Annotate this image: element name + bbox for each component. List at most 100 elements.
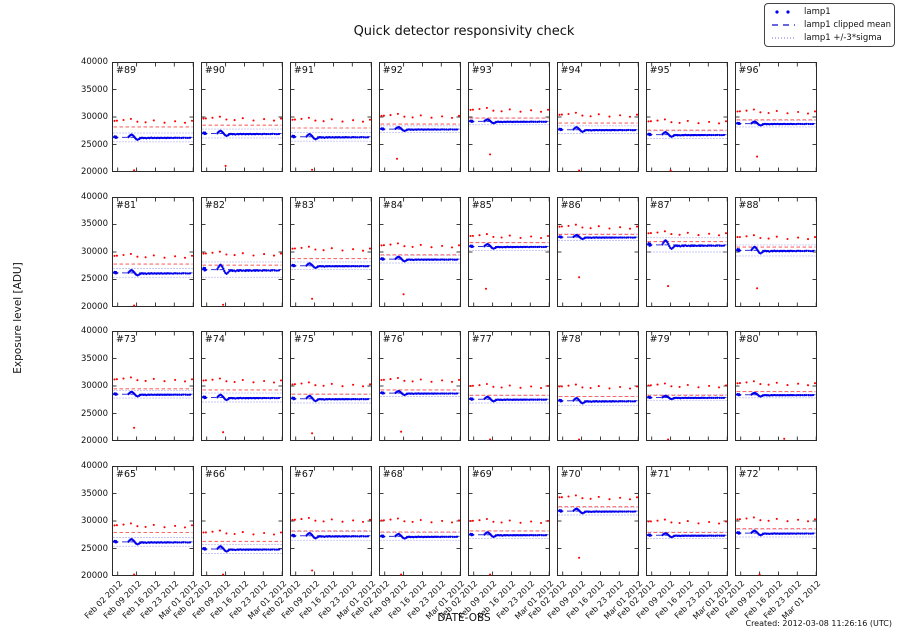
subplot-label: #88 xyxy=(738,199,759,211)
subplot-label: #66 xyxy=(204,469,225,480)
subplot-canvas xyxy=(289,196,372,308)
subplot-96: #96 xyxy=(734,61,817,173)
legend-label: lamp1 clipped mean xyxy=(804,20,891,30)
subplot-68: #68 xyxy=(378,465,461,577)
subplot-label: #78 xyxy=(560,334,581,346)
subplot-canvas xyxy=(645,465,728,577)
legend-label: lamp1 +/-3*sigma xyxy=(804,33,882,43)
y-tick-label: 35000 xyxy=(80,353,108,364)
legend-item-sigma: lamp1 +/-3*sigma xyxy=(769,32,890,44)
subplot-canvas xyxy=(289,330,372,442)
subplot-canvas xyxy=(112,465,194,577)
subplot-canvas xyxy=(289,465,372,577)
subplot-canvas xyxy=(200,465,283,577)
subplot-label: #72 xyxy=(738,469,759,480)
subplot-77: #77 xyxy=(467,330,550,442)
dots-marker-icon xyxy=(775,10,790,14)
subplot-label: #89 xyxy=(116,65,137,76)
subplot-label: #71 xyxy=(649,469,670,480)
y-tick-label: 20000 xyxy=(80,167,108,177)
subplot-label: #91 xyxy=(293,65,314,76)
y-tick-label: 30000 xyxy=(80,516,108,526)
legend-item-clipped-mean: lamp1 clipped mean xyxy=(769,19,891,31)
subplot-canvas xyxy=(645,196,728,308)
subplot-65: #65 xyxy=(112,465,194,577)
subplot-92: #92 xyxy=(378,61,461,173)
subplot-label: #96 xyxy=(738,65,759,76)
subplot-label: #70 xyxy=(560,469,581,480)
subplot-canvas xyxy=(467,196,550,308)
subplot-label: #76 xyxy=(382,334,403,346)
subplot-label: #84 xyxy=(382,199,403,211)
subplot-79: #79 xyxy=(645,330,728,442)
subplot-canvas xyxy=(112,196,194,308)
subplot-80: #80 xyxy=(734,330,817,442)
y-tick-label: 40000 xyxy=(80,57,108,67)
y-tick-label: 30000 xyxy=(80,112,108,122)
subplot-label: #73 xyxy=(116,334,137,346)
subplot-canvas xyxy=(378,465,461,577)
subplot-canvas xyxy=(556,465,639,577)
subplot-label: #85 xyxy=(471,199,492,211)
subplot-83: #83 xyxy=(289,196,372,308)
subplot-label: #67 xyxy=(293,469,314,480)
subplot-canvas xyxy=(378,196,461,308)
y-tick-label: 20000 xyxy=(80,301,108,312)
subplot-91: #91 xyxy=(289,61,372,173)
subplot-70: #70 xyxy=(556,465,639,577)
subplot-canvas xyxy=(378,330,461,442)
subplot-label: #77 xyxy=(471,334,492,346)
subplot-canvas xyxy=(200,330,283,442)
y-tick-label: 25000 xyxy=(80,274,108,285)
subplot-94: #94 xyxy=(556,61,639,173)
subplot-canvas xyxy=(556,196,639,308)
subplot-74: #74 xyxy=(200,330,283,442)
subplot-label: #93 xyxy=(471,65,492,76)
subplot-canvas xyxy=(734,330,817,442)
subplot-95: #95 xyxy=(645,61,728,173)
subplot-71: #71 xyxy=(645,465,728,577)
y-tick-label: 35000 xyxy=(80,219,108,230)
y-tick-label: 40000 xyxy=(80,461,108,471)
subplot-canvas xyxy=(112,61,194,173)
created-timestamp: Created: 2012-03-08 11:26:16 (UTC) xyxy=(745,619,892,628)
subplot-label: #90 xyxy=(204,65,225,76)
subplot-label: #79 xyxy=(649,334,670,346)
subplot-label: #65 xyxy=(116,469,137,480)
legend: lamp1 lamp1 clipped mean lamp1 +/-3*sigm… xyxy=(764,3,895,47)
subplot-label: #81 xyxy=(116,199,137,211)
subplot-canvas xyxy=(112,330,194,442)
x-axis-label: DATE-OBS xyxy=(437,612,491,624)
subplot-86: #86 xyxy=(556,196,639,308)
y-tick-label: 35000 xyxy=(80,84,108,95)
chart-title: Quick detector responsivity check xyxy=(353,24,575,39)
subplot-canvas xyxy=(289,61,372,173)
subplot-84: #84 xyxy=(378,196,461,308)
subplot-label: #92 xyxy=(382,65,403,76)
subplot-69: #69 xyxy=(467,465,550,577)
subplot-88: #88 xyxy=(734,196,817,308)
subplot-canvas xyxy=(200,196,283,308)
subplot-label: #80 xyxy=(738,334,759,346)
subplot-label: #87 xyxy=(649,199,670,211)
y-axis-label: Exposure level [ADU] xyxy=(12,262,24,374)
subplot-67: #67 xyxy=(289,465,372,577)
subplot-canvas xyxy=(556,330,639,442)
subplot-canvas xyxy=(467,465,550,577)
subplot-label: #86 xyxy=(560,199,581,211)
subplot-85: #85 xyxy=(467,196,550,308)
subplot-81: #81 xyxy=(112,196,194,308)
subplot-label: #95 xyxy=(649,65,670,76)
subplot-label: #68 xyxy=(382,469,403,480)
subplot-75: #75 xyxy=(289,330,372,442)
subplot-73: #73 xyxy=(112,330,194,442)
subplot-canvas xyxy=(645,61,728,173)
subplot-82: #82 xyxy=(200,196,283,308)
y-tick-label: 35000 xyxy=(80,488,108,499)
subplot-canvas xyxy=(734,196,817,308)
subplot-label: #69 xyxy=(471,469,492,480)
y-tick-label: 25000 xyxy=(80,139,108,150)
subplot-canvas xyxy=(645,330,728,442)
y-tick-label: 30000 xyxy=(80,381,108,392)
